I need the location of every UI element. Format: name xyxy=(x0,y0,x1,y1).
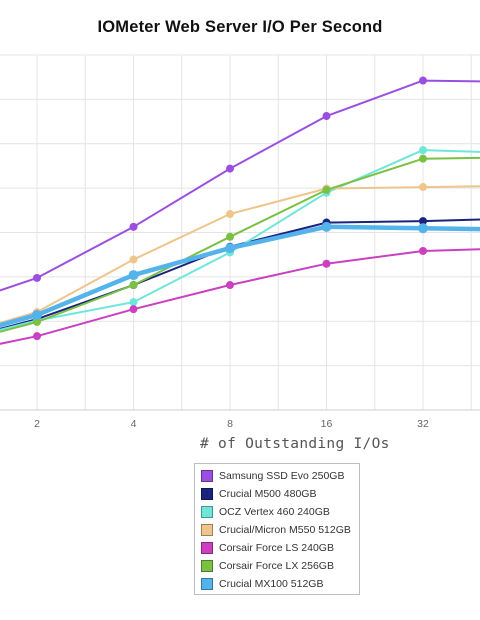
data-point xyxy=(129,281,138,290)
series-lines xyxy=(0,76,480,345)
data-point xyxy=(419,146,427,155)
data-point xyxy=(419,76,427,85)
data-point xyxy=(129,222,138,231)
data-point xyxy=(226,210,234,219)
legend-swatch xyxy=(201,524,213,536)
legend-item: Corsair Force LX 256GB xyxy=(201,557,354,575)
x-axis-label: # of Outstanding I/Os xyxy=(200,436,390,452)
data-point xyxy=(322,185,331,194)
legend-label: Corsair Force LX 256GB xyxy=(219,560,334,572)
legend-item: Samsung SSD Evo 250GB xyxy=(201,467,354,485)
series-line xyxy=(0,79,480,292)
legend-swatch xyxy=(201,488,213,500)
x-tick-label: 32 xyxy=(417,418,429,430)
legend-label: Crucial MX100 512GB xyxy=(219,578,324,590)
legend-item: Corsair Force LS 240GB xyxy=(201,539,354,557)
data-point xyxy=(128,270,139,281)
legend-swatch xyxy=(201,578,213,590)
data-point xyxy=(419,154,427,163)
series-corsair-force-ls-240gb xyxy=(0,246,480,345)
legend-swatch xyxy=(201,470,213,482)
legend-item: Crucial/Micron M550 512GB xyxy=(201,521,354,539)
legend-swatch xyxy=(201,542,213,554)
data-point xyxy=(225,243,235,254)
legend-item: Crucial MX100 512GB xyxy=(201,575,354,593)
data-point xyxy=(226,164,234,173)
data-point xyxy=(129,305,138,314)
data-point xyxy=(33,317,41,326)
x-tick-label: 2 xyxy=(34,418,40,430)
data-point xyxy=(33,332,41,341)
x-tick-label: 8 xyxy=(227,418,233,430)
data-point xyxy=(419,217,427,226)
x-tick-label: 4 xyxy=(131,418,137,430)
data-point xyxy=(32,309,42,320)
legend: Samsung SSD Evo 250GB Crucial M500 480GB O… xyxy=(194,463,360,595)
x-axis-ticks: 2 4 8 16 32 xyxy=(34,418,429,430)
data-point xyxy=(418,223,428,234)
legend-item: OCZ Vertex 460 240GB xyxy=(201,503,354,521)
x-tick-label: 16 xyxy=(321,418,333,430)
series-samsung-ssd-evo-250gb xyxy=(0,76,480,292)
series-corsair-force-lx-256gb xyxy=(0,154,480,333)
data-point xyxy=(419,183,427,192)
data-point xyxy=(322,259,331,268)
data-point xyxy=(322,112,331,121)
data-point xyxy=(419,246,427,255)
data-point xyxy=(129,255,138,264)
series-crucial-micron-m550-512gb xyxy=(0,183,480,324)
legend-label: OCZ Vertex 460 240GB xyxy=(219,506,330,518)
data-point xyxy=(226,281,234,290)
data-point xyxy=(129,298,138,307)
series-crucial-mx100-512gb xyxy=(0,221,480,328)
legend-label: Corsair Force LS 240GB xyxy=(219,542,334,554)
legend-label: Crucial/Micron M550 512GB xyxy=(219,524,351,536)
chart-title: IOMeter Web Server I/O Per Second xyxy=(97,18,383,36)
legend-item: Crucial M500 480GB xyxy=(201,485,354,503)
data-point xyxy=(33,273,41,282)
legend-label: Crucial M500 480GB xyxy=(219,488,317,500)
legend-swatch xyxy=(201,506,213,518)
data-point xyxy=(321,221,332,232)
legend-label: Samsung SSD Evo 250GB xyxy=(219,470,345,482)
data-point xyxy=(226,232,234,241)
legend-swatch xyxy=(201,560,213,572)
series-line xyxy=(0,185,480,324)
series-line xyxy=(0,224,480,328)
